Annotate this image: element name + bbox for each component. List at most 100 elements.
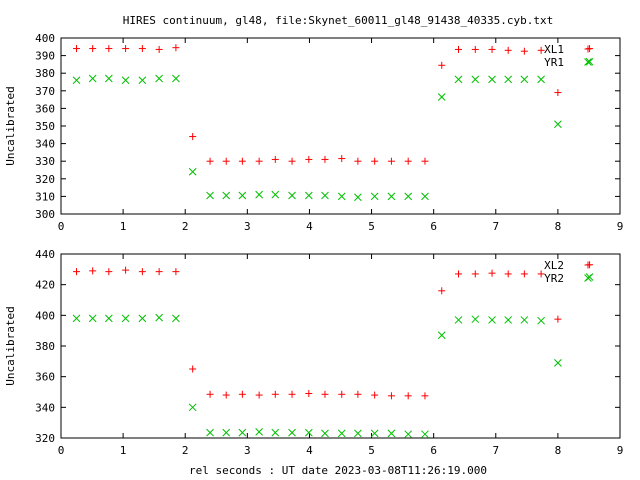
data-point <box>354 429 362 438</box>
data-point <box>471 270 479 278</box>
data-point <box>421 430 429 439</box>
legend-label: XL1 <box>544 43 564 56</box>
data-point <box>537 46 545 54</box>
data-point <box>88 314 97 323</box>
data-point <box>271 155 279 163</box>
data-point <box>354 193 362 202</box>
data-point <box>155 45 163 53</box>
data-point <box>387 192 396 201</box>
data-point <box>554 359 562 367</box>
data-point <box>421 192 429 201</box>
data-point <box>73 45 81 53</box>
x-tick-label: 2 <box>182 444 189 457</box>
data-point <box>471 315 480 324</box>
data-point <box>504 316 513 324</box>
data-point <box>172 268 180 276</box>
data-point <box>238 428 247 437</box>
data-point <box>304 428 313 437</box>
data-point <box>288 157 296 165</box>
data-point <box>88 74 97 83</box>
legend-marker <box>584 58 592 66</box>
y-tick-label: 360 <box>35 371 55 384</box>
data-point <box>73 268 81 276</box>
y-tick-label: 350 <box>35 120 55 133</box>
data-point <box>122 266 130 274</box>
data-point <box>255 428 263 436</box>
x-tick-label: 3 <box>244 444 251 457</box>
data-point <box>238 390 246 398</box>
data-point <box>321 390 329 398</box>
data-point <box>387 157 395 165</box>
data-point <box>206 428 214 437</box>
x-tick-label: 6 <box>430 220 437 233</box>
data-point <box>155 313 163 322</box>
data-point <box>354 390 362 398</box>
data-point <box>438 287 446 295</box>
data-point <box>488 75 496 84</box>
data-point <box>455 45 463 53</box>
data-point <box>172 74 180 83</box>
data-point <box>554 89 562 97</box>
data-point <box>404 192 413 201</box>
y-tick-label: 320 <box>35 432 55 445</box>
data-point <box>437 93 446 101</box>
data-point <box>271 428 280 437</box>
data-point <box>72 314 81 323</box>
data-point <box>371 157 379 165</box>
data-point <box>404 430 413 439</box>
plot-frame <box>60 253 621 439</box>
data-point <box>455 270 463 278</box>
x-tick-label: 6 <box>430 444 437 457</box>
y-tick-label: 340 <box>35 138 55 151</box>
data-point <box>255 190 263 199</box>
legend-marker <box>584 261 592 269</box>
data-point <box>354 157 362 165</box>
data-point <box>222 157 230 165</box>
x-axis-label: rel seconds : UT date 2023-03-08T11:26:1… <box>189 464 487 477</box>
data-point <box>371 391 379 399</box>
y-tick-label: 400 <box>35 32 55 45</box>
data-point <box>337 192 346 201</box>
series-yr2 <box>72 273 594 439</box>
data-point <box>138 45 146 53</box>
data-point <box>155 268 163 276</box>
data-point <box>206 390 214 398</box>
data-point <box>421 392 429 400</box>
data-point <box>105 268 113 276</box>
data-point <box>504 75 513 84</box>
data-point <box>321 429 329 438</box>
data-point <box>537 270 545 278</box>
y-tick-label: 370 <box>35 85 55 98</box>
x-tick-label: 9 <box>617 220 624 233</box>
data-point <box>520 270 528 278</box>
x-tick-label: 1 <box>120 444 127 457</box>
y-tick-label: 340 <box>35 401 55 414</box>
y-axis-label: Uncalibrated <box>4 86 17 165</box>
data-point <box>520 47 528 55</box>
x-tick-label: 9 <box>617 444 624 457</box>
data-point <box>121 76 130 85</box>
data-point <box>238 191 247 200</box>
data-point <box>288 428 296 437</box>
data-point <box>104 314 113 323</box>
y-tick-label: 440 <box>35 248 55 261</box>
data-point <box>321 191 329 200</box>
y-tick-label: 300 <box>35 208 55 221</box>
data-point <box>338 155 346 163</box>
data-point <box>105 45 113 53</box>
x-tick-label: 8 <box>555 444 562 457</box>
data-point <box>488 316 496 324</box>
y-tick-label: 390 <box>35 50 55 63</box>
y-tick-label: 420 <box>35 279 55 292</box>
data-point <box>520 75 529 84</box>
data-point <box>305 155 313 163</box>
chart-title: HIRES continuum, gl48, file:Skynet_60011… <box>123 14 553 27</box>
data-point <box>304 191 313 200</box>
data-point <box>138 314 147 323</box>
x-tick-label: 3 <box>244 220 251 233</box>
y-axis-label: Uncalibrated <box>4 306 17 385</box>
data-point <box>206 191 214 200</box>
data-point <box>454 316 463 324</box>
data-point <box>454 75 463 84</box>
